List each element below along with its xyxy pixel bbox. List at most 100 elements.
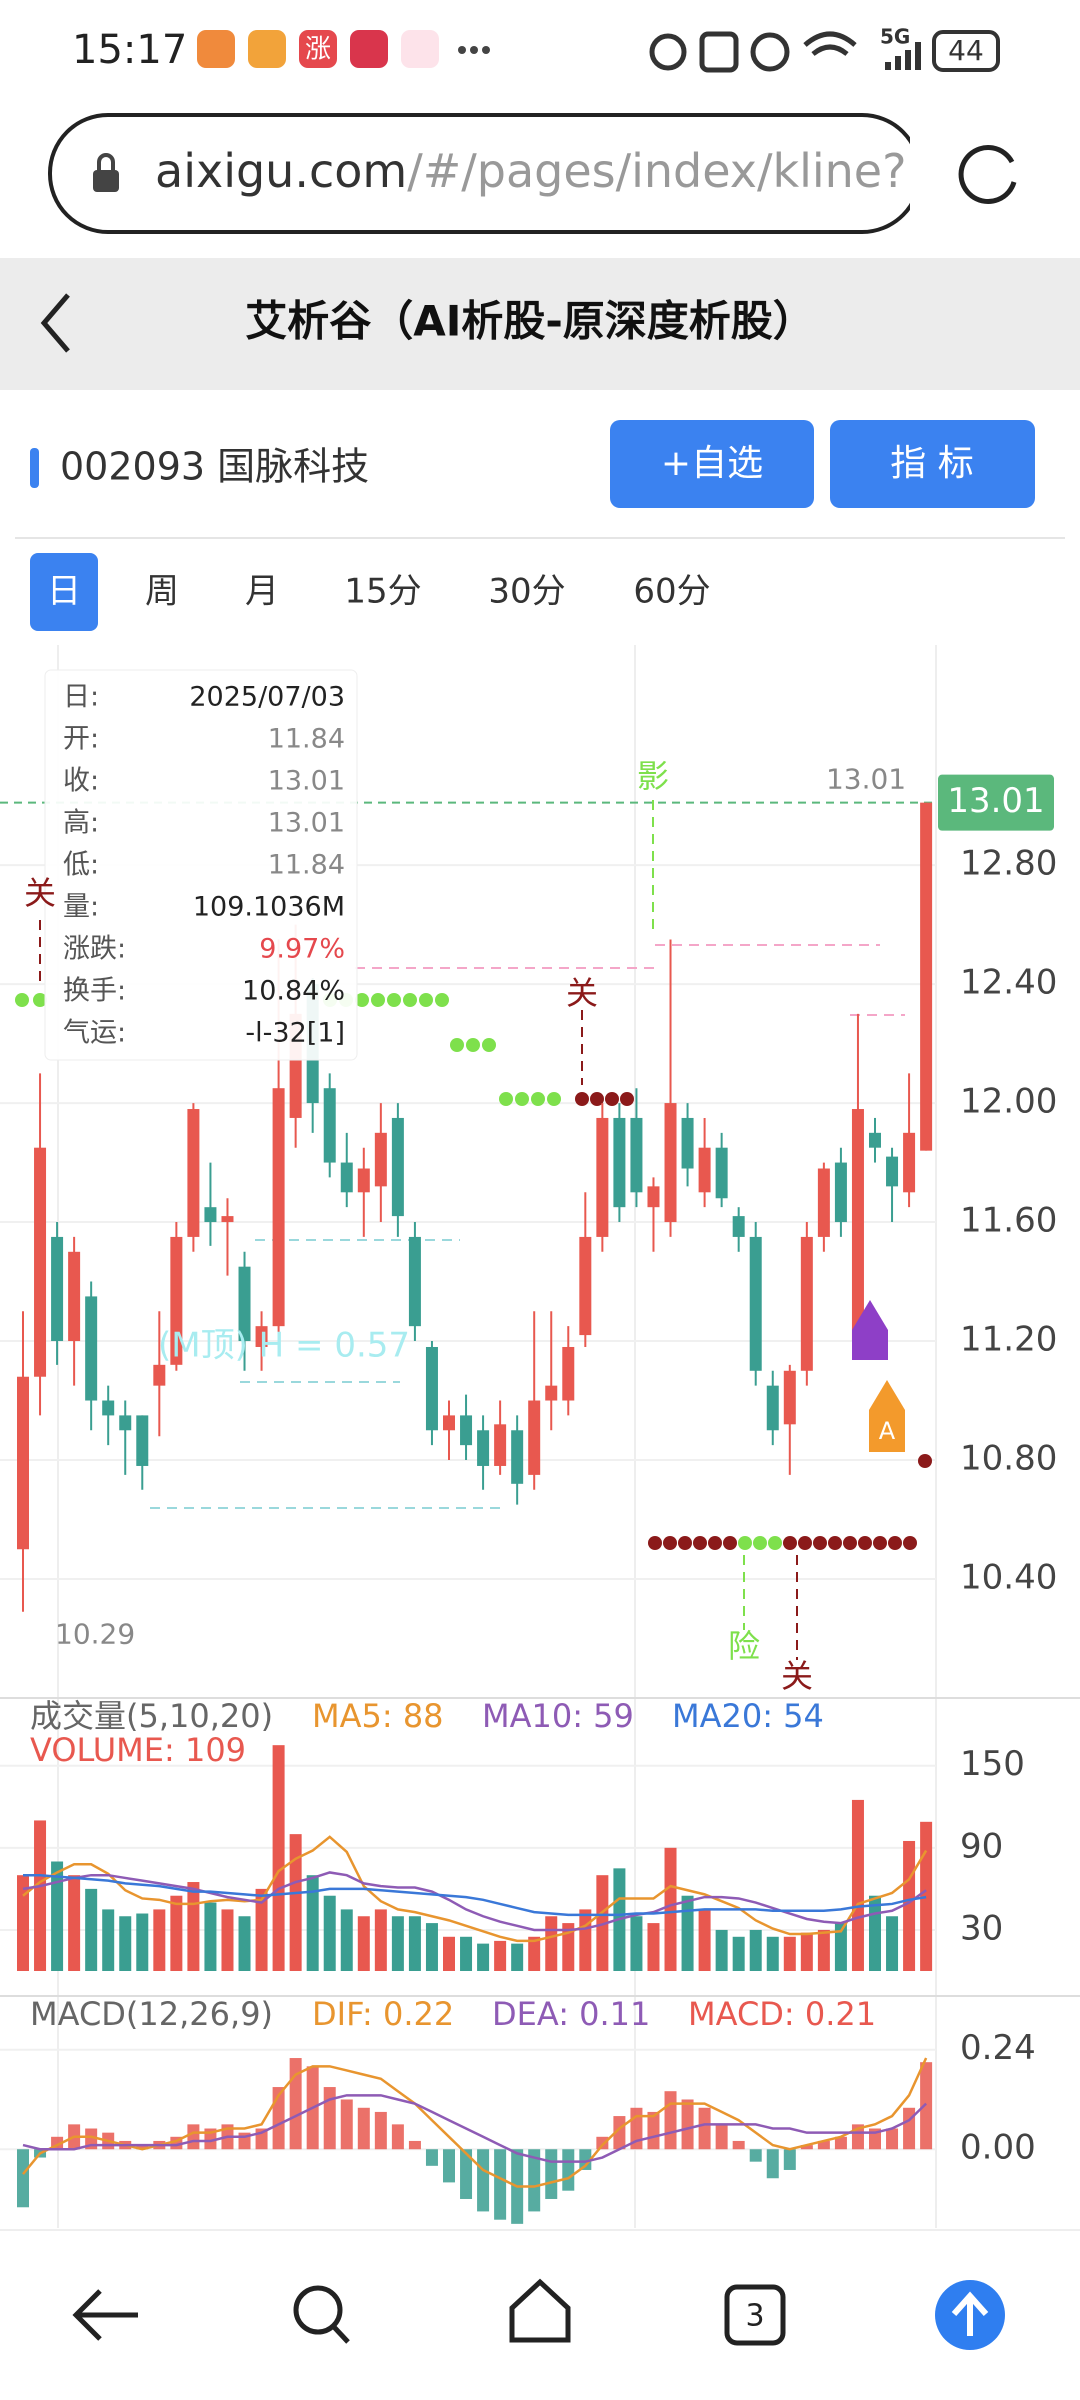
nav-home[interactable] (509, 2278, 571, 2343)
tooltip-value: -l-32[1] (245, 1018, 345, 1049)
period-tab[interactable]: 日 (47, 572, 81, 612)
tooltip-value: 11.84 (268, 850, 345, 881)
signal-dot (663, 1536, 677, 1550)
more-dot (470, 46, 478, 54)
volume-bar (17, 1875, 29, 1971)
macd-bar (340, 2099, 353, 2150)
status-icon (750, 32, 790, 72)
candle-body (85, 1296, 98, 1401)
signal-dot (531, 1092, 545, 1106)
panel-title: MACD(12,26,9) (30, 1995, 273, 2033)
volume-bar (187, 1882, 200, 1971)
nav-search[interactable] (293, 2285, 343, 2335)
macd-bar (289, 2058, 302, 2150)
period-tab[interactable]: 60分 (633, 572, 710, 612)
macd-bar (817, 2140, 830, 2150)
status-icon (699, 31, 739, 73)
signal-dot (371, 993, 385, 1007)
macd-bar (613, 2116, 626, 2150)
macd-line (22, 2057, 928, 2188)
candle-body (255, 1326, 268, 1347)
signal-dot (738, 1536, 752, 1550)
signal-dot (387, 993, 401, 1007)
macd-bar (596, 2136, 609, 2150)
signal-dot (15, 993, 29, 1007)
candle-body (221, 1216, 234, 1223)
period-tab[interactable]: 周 (145, 572, 179, 612)
macd-bar (732, 2140, 745, 2150)
signal-dot (708, 1536, 722, 1550)
reload-button[interactable] (958, 145, 1017, 204)
macd-bar (920, 2062, 933, 2150)
indicator-button-label: 指 标 (890, 443, 973, 484)
volume-bar (408, 1916, 421, 1971)
candle-body (34, 1147, 47, 1377)
macd-bar (477, 2149, 490, 2212)
app-icon-text: 涨 (305, 35, 331, 65)
lock-icon (93, 170, 119, 192)
candle-body (715, 1147, 728, 1199)
signal-dot (482, 1038, 496, 1052)
signal-dot (648, 1536, 662, 1550)
signal-dot (828, 1536, 842, 1550)
nav-back[interactable] (72, 2289, 138, 2341)
macd-bar (460, 2149, 473, 2199)
volume-bar (528, 1936, 541, 1971)
y-tick-label: 30 (960, 1908, 1003, 1948)
volume-bar (85, 1888, 98, 1971)
candle-body (494, 1424, 507, 1466)
watch-button[interactable] (610, 420, 814, 508)
macd-bar (783, 2149, 796, 2170)
battery-level: 44 (948, 34, 984, 67)
y-tick-label: 12.80 (960, 844, 1057, 884)
volume-bar (443, 1936, 455, 1971)
signal-dot (33, 993, 47, 1007)
volume-bar (204, 1902, 217, 1971)
macd-bar (749, 2149, 762, 2162)
candle-body (664, 1103, 677, 1223)
app-icon (401, 30, 439, 68)
battery (932, 30, 1000, 72)
nav-up-arrow (951, 2291, 989, 2336)
volume-bar (170, 1895, 183, 1971)
pattern-label: (M顶) H = 0.57 (158, 1326, 410, 1366)
candle-body (749, 1236, 762, 1371)
tooltip-label: 收: (63, 766, 99, 797)
volume-bar (51, 1861, 64, 1971)
signal-label: 关 (24, 874, 56, 912)
volume-bar (119, 1916, 132, 1971)
period-tab[interactable]: 月 (245, 572, 279, 612)
volume-bar (323, 1895, 336, 1971)
volume-bar (153, 1909, 166, 1971)
volume-bar (136, 1913, 149, 1971)
macd-bar (903, 2107, 916, 2150)
signal-dot (547, 1092, 561, 1106)
period-tab[interactable]: 30分 (488, 572, 565, 612)
tooltip-label: 气运: (63, 1018, 126, 1049)
legend-entry: MA5: 88 (312, 1697, 444, 1735)
signal-dot (888, 1536, 902, 1550)
back-button[interactable] (40, 293, 70, 353)
indicator-button[interactable] (830, 420, 1035, 508)
signal-dot (499, 1092, 513, 1106)
signal-dot (515, 1092, 529, 1106)
signal-dot (903, 1536, 917, 1550)
nav-tabs[interactable] (724, 2284, 786, 2346)
nav-search (332, 2325, 350, 2344)
last-price-label: 13.01 (947, 781, 1044, 821)
signal-label: 关 (781, 1657, 813, 1695)
candle-body (153, 1364, 166, 1386)
candle-body (783, 1370, 796, 1425)
period-tab[interactable]: 15分 (344, 572, 421, 612)
stock-name: 002093 国脉科技 (60, 445, 369, 489)
status-icon (649, 33, 687, 71)
volume-bar (732, 1936, 745, 1971)
tooltip-rows: 日: 2025/07/03 开: 11.84 收: 13.01 高: 13.01 低: 11.84… (63, 682, 345, 1049)
candle-body (477, 1430, 490, 1466)
legend-entry: MACD: 0.21 (688, 1995, 876, 2033)
volume-bar (425, 1923, 438, 1971)
status-time: 15:17 (72, 27, 187, 73)
candle-body (698, 1147, 711, 1193)
candle-body (17, 1376, 29, 1550)
